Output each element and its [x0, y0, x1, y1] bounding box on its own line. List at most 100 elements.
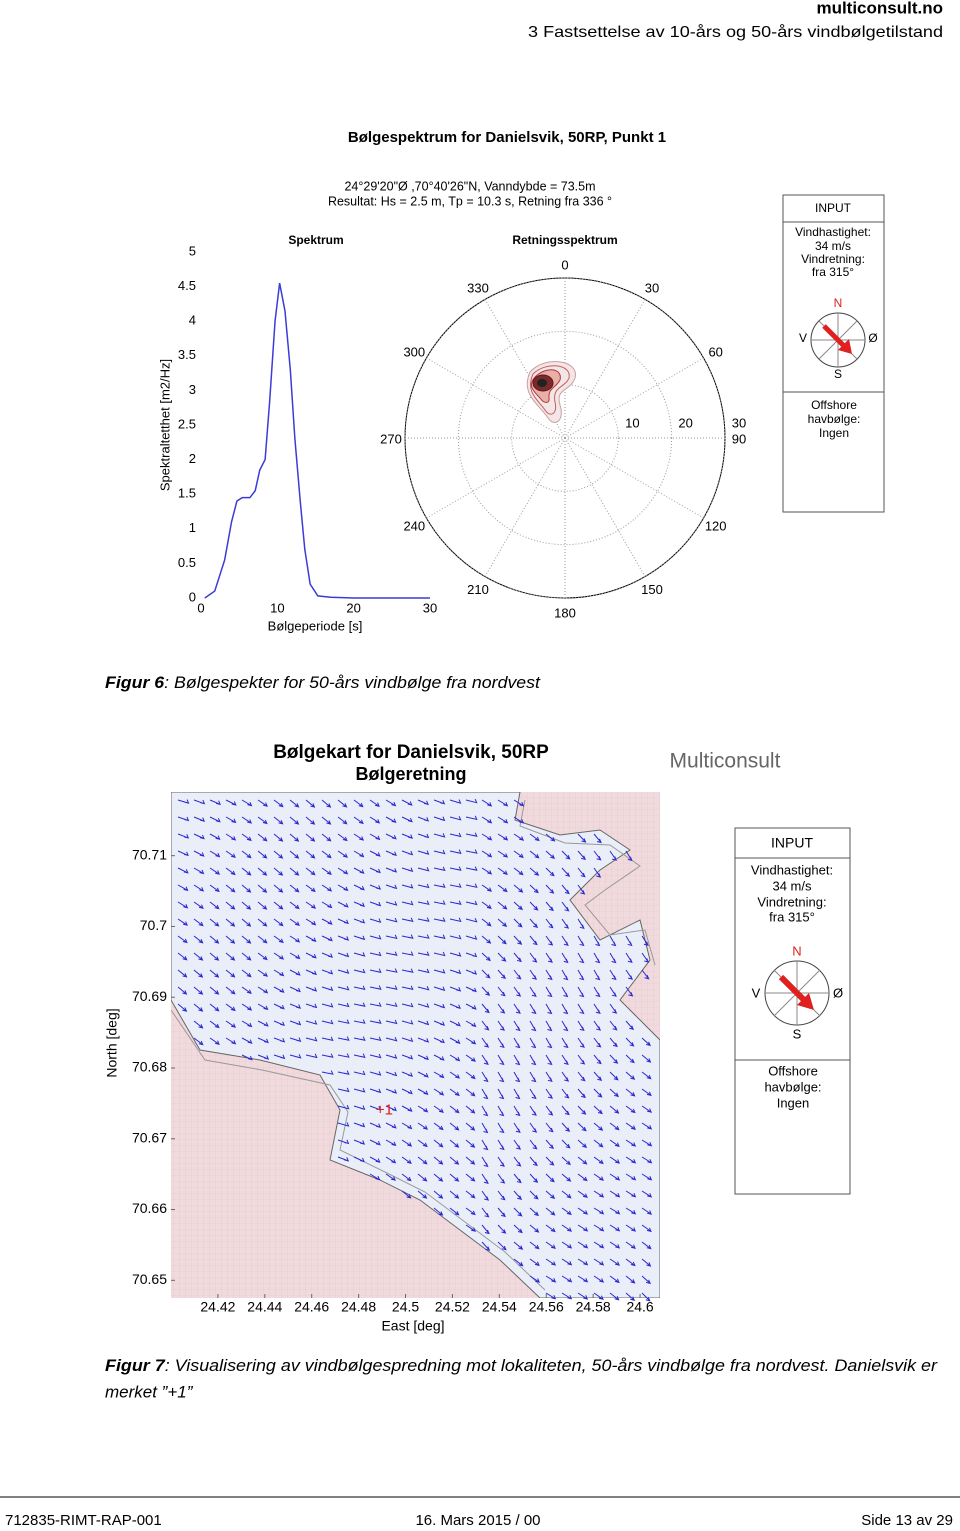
arrow	[241, 867, 252, 876]
arrow	[177, 1003, 188, 1012]
y-tick-label: 70.71	[132, 846, 167, 862]
arrow	[561, 1292, 573, 1300]
arrow	[417, 985, 430, 991]
arrow	[497, 1122, 505, 1134]
arrow	[209, 1037, 220, 1045]
arrow	[417, 866, 430, 872]
arrow	[577, 1122, 587, 1132]
y-tick-label: 3	[189, 382, 196, 397]
arrow	[417, 799, 429, 806]
arrow	[481, 986, 491, 996]
arrow	[273, 867, 284, 876]
arrow	[481, 1054, 489, 1065]
arrow	[289, 952, 301, 960]
arrow	[641, 1190, 653, 1198]
arrow	[273, 918, 284, 927]
arrow	[417, 968, 430, 974]
arrow	[273, 1037, 286, 1043]
arrow	[337, 799, 348, 808]
arrow	[625, 1122, 636, 1130]
arrow	[561, 1241, 573, 1249]
arrow	[545, 1003, 553, 1015]
arrow	[209, 918, 220, 927]
y-tick-label: 2.5	[178, 416, 196, 431]
arrow	[529, 1173, 539, 1183]
arrow	[273, 952, 285, 960]
arrow	[577, 1037, 585, 1048]
arrow	[561, 884, 570, 895]
arrow	[513, 1088, 521, 1100]
arrow	[321, 918, 333, 925]
arrow	[321, 935, 333, 942]
x-tick-label: 20	[346, 600, 360, 615]
arrow	[353, 850, 365, 858]
box-text: Vindhastighet:	[795, 225, 871, 239]
arrow	[305, 833, 316, 842]
arrow	[385, 985, 398, 990]
arrow	[593, 1292, 604, 1301]
arrow	[289, 986, 301, 993]
arrow	[513, 901, 524, 911]
y-tick-label: 0	[189, 589, 196, 604]
arrow	[385, 901, 398, 906]
arrow	[561, 1190, 572, 1199]
arrow	[529, 1224, 540, 1233]
arrow	[593, 1003, 601, 1014]
arrow	[401, 1020, 414, 1025]
arrow	[529, 1122, 538, 1133]
angle-tick-label: 120	[705, 518, 727, 533]
arrow	[337, 1087, 350, 1093]
arrow	[561, 952, 569, 964]
arrow	[497, 952, 507, 962]
arrow	[209, 935, 220, 944]
arrow	[321, 833, 332, 842]
arrow	[449, 917, 462, 923]
arrow	[401, 1037, 414, 1043]
box-text: fra 315°	[812, 265, 854, 279]
arrow	[593, 1054, 602, 1065]
arrow	[353, 918, 366, 924]
arrow	[593, 1207, 605, 1215]
x-axis-label: Bølgeperiode [s]	[268, 618, 363, 633]
angle-tick-label: 240	[403, 518, 425, 533]
x-tick-label: 24.42	[200, 1299, 235, 1315]
arrow	[465, 1139, 476, 1148]
arrow	[497, 816, 509, 824]
arrow	[481, 1088, 489, 1100]
arrow	[593, 1224, 605, 1232]
angle-tick-label: 0	[561, 257, 568, 272]
arrow	[369, 867, 381, 874]
arrow	[513, 1207, 523, 1217]
arrow	[337, 935, 350, 941]
arrow	[545, 1224, 556, 1233]
arrow	[545, 952, 553, 963]
arrow	[401, 917, 414, 923]
arrow	[385, 1019, 398, 1025]
logo: Multiconsult	[670, 750, 781, 773]
arrow	[449, 1156, 460, 1165]
arrow	[241, 918, 252, 927]
arrow	[337, 833, 348, 842]
y-tick-label: 70.68	[132, 1059, 167, 1075]
arrow	[417, 1071, 429, 1078]
arrow	[481, 1207, 490, 1218]
arrow	[353, 867, 365, 874]
arrow	[449, 1105, 460, 1114]
arrow	[241, 935, 252, 944]
arrow	[385, 1156, 397, 1164]
arrow	[481, 833, 493, 841]
y-tick-label: 4	[189, 313, 196, 328]
arrow	[321, 816, 332, 825]
arrow	[625, 1190, 637, 1198]
arrow	[625, 1054, 635, 1064]
arrow	[609, 1088, 620, 1098]
arrow	[353, 884, 365, 891]
arrow	[593, 1071, 603, 1081]
arrow	[561, 1224, 572, 1232]
arrow	[401, 884, 414, 889]
arrow	[545, 1258, 557, 1266]
arrow	[545, 1105, 554, 1116]
arrow	[257, 1054, 270, 1060]
arrow	[529, 1241, 540, 1250]
